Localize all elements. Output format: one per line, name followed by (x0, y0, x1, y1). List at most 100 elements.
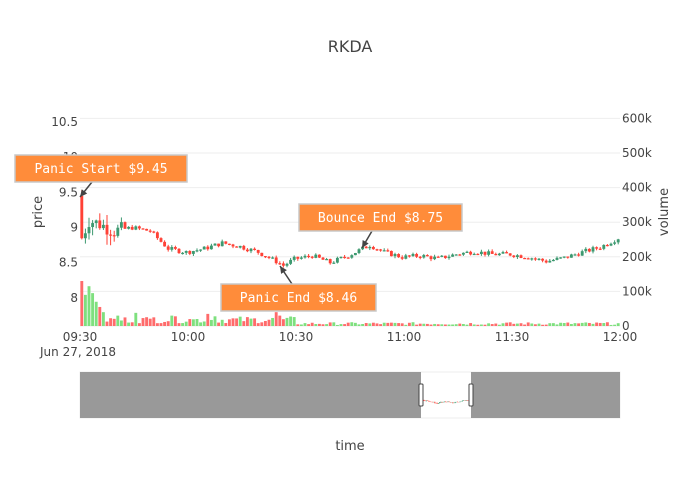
candle-body[interactable] (523, 257, 527, 260)
candle-body[interactable] (303, 255, 307, 258)
candle-body[interactable] (418, 256, 422, 258)
candle-body[interactable] (613, 242, 617, 244)
candle-body[interactable] (217, 243, 221, 247)
candle-body[interactable] (429, 256, 433, 260)
candle-body[interactable] (443, 255, 447, 259)
candle-body[interactable] (292, 256, 296, 260)
candle-body[interactable] (116, 227, 120, 236)
candle-body[interactable] (465, 251, 469, 253)
candle-body[interactable] (173, 247, 177, 249)
candle-body[interactable] (425, 255, 429, 257)
candle-body[interactable] (191, 251, 195, 254)
candle-body[interactable] (227, 243, 231, 245)
candle-body[interactable] (296, 256, 300, 259)
candle-body[interactable] (220, 241, 224, 247)
candle-body[interactable] (562, 256, 566, 258)
candle-body[interactable] (490, 251, 494, 254)
candle-body[interactable] (134, 226, 138, 230)
candle-body[interactable] (281, 263, 285, 266)
candle-body[interactable] (476, 253, 480, 256)
candle-body[interactable] (605, 244, 609, 247)
candle-body[interactable] (551, 259, 555, 262)
candle-body[interactable] (339, 256, 343, 259)
candle-body[interactable] (346, 257, 350, 259)
candle-body[interactable] (580, 251, 584, 256)
candle-body[interactable] (307, 255, 311, 258)
candle-body[interactable] (242, 245, 246, 250)
candle-body[interactable] (343, 256, 347, 259)
candle-body[interactable] (123, 222, 127, 229)
candle-body[interactable] (325, 259, 329, 261)
candle-body[interactable] (400, 257, 404, 259)
candle-body[interactable] (389, 250, 393, 257)
candle-body[interactable] (109, 234, 113, 236)
range-slider-handle-left[interactable] (418, 383, 424, 407)
candle-body[interactable] (328, 259, 332, 264)
candle-body[interactable] (184, 250, 188, 253)
range-slider-handle-right[interactable] (468, 383, 474, 407)
candle-body[interactable] (353, 252, 357, 256)
candle-body[interactable] (112, 235, 116, 237)
candle-body[interactable] (555, 257, 559, 260)
candle-body[interactable] (512, 255, 516, 258)
candle-body[interactable] (433, 256, 437, 260)
candle-body[interactable] (188, 250, 192, 254)
candle-body[interactable] (181, 252, 185, 255)
candle-body[interactable] (451, 254, 455, 257)
candle-body[interactable] (537, 258, 541, 260)
candle-body[interactable] (440, 255, 444, 257)
candle-body[interactable] (249, 248, 253, 252)
candle-body[interactable] (83, 233, 87, 239)
candle-body[interactable] (407, 255, 411, 257)
candle-body[interactable] (371, 246, 375, 250)
candle-body[interactable] (526, 258, 530, 260)
candle-body[interactable] (238, 245, 242, 248)
candle-body[interactable] (397, 254, 401, 258)
candle-body[interactable] (332, 262, 336, 264)
candle-body[interactable] (127, 226, 131, 229)
candle-body[interactable] (105, 224, 109, 235)
candle-body[interactable] (253, 248, 257, 250)
candle-body[interactable] (577, 254, 581, 256)
candle-body[interactable] (569, 254, 573, 258)
candle-body[interactable] (364, 246, 368, 249)
candle-body[interactable] (231, 244, 235, 247)
candle-body[interactable] (591, 247, 595, 252)
candle-body[interactable] (533, 258, 537, 260)
candle-body[interactable] (616, 239, 620, 243)
candle-body[interactable] (213, 243, 217, 246)
candle-body[interactable] (505, 252, 509, 254)
candle-body[interactable] (206, 246, 210, 250)
candle-body[interactable] (584, 248, 588, 252)
candle-body[interactable] (461, 252, 465, 255)
candle-body[interactable] (166, 246, 170, 250)
candle-body[interactable] (483, 251, 487, 255)
price-candles[interactable] (80, 189, 620, 268)
candle-body[interactable] (382, 250, 386, 252)
candle-body[interactable] (544, 260, 548, 263)
candle-body[interactable] (415, 253, 419, 257)
candle-body[interactable] (310, 256, 314, 258)
candle-body[interactable] (271, 257, 275, 259)
candle-body[interactable] (159, 238, 163, 242)
candle-body[interactable] (289, 259, 293, 264)
candle-body[interactable] (209, 245, 213, 250)
candle-body[interactable] (541, 258, 545, 261)
candle-body[interactable] (469, 251, 473, 255)
candle-body[interactable] (497, 253, 501, 256)
candle-body[interactable] (357, 249, 361, 253)
candle-body[interactable] (163, 241, 167, 247)
candle-body[interactable] (487, 251, 491, 255)
candle-body[interactable] (98, 220, 102, 229)
candle-body[interactable] (501, 252, 505, 254)
candle-body[interactable] (202, 246, 206, 250)
candle-body[interactable] (267, 256, 271, 258)
candle-body[interactable] (314, 254, 318, 258)
candle-body[interactable] (199, 249, 203, 251)
candle-body[interactable] (274, 257, 278, 264)
candle-body[interactable] (148, 230, 152, 232)
candle-body[interactable] (285, 263, 289, 266)
candle-body[interactable] (479, 251, 483, 255)
candle-body[interactable] (155, 232, 159, 239)
candle-body[interactable] (609, 243, 613, 246)
